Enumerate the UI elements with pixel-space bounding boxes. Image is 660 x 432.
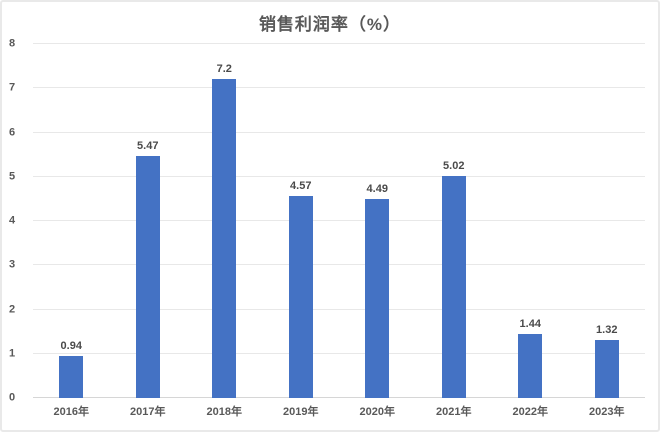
bar-group: 4.49 xyxy=(339,44,416,398)
chart-title: 销售利润率（%） xyxy=(258,15,402,34)
y-axis: 0 1 2 3 4 5 6 7 8 xyxy=(2,38,28,403)
bar xyxy=(441,175,466,398)
bar-series: 0.94 5.47 7.2 4.57 4.49 5.02 1.44 1.32 xyxy=(33,44,645,398)
y-tick-label: 7 xyxy=(9,81,16,94)
gridline xyxy=(33,397,645,398)
y-tick-label: 3 xyxy=(9,258,16,271)
x-tick-label: 2020年 xyxy=(359,406,395,418)
y-tick-label: 4 xyxy=(9,214,16,227)
bar-value-label: 7.2 xyxy=(216,63,232,76)
bar-group: 4.57 xyxy=(263,44,340,398)
y-tick-label: 2 xyxy=(9,303,16,315)
gridline xyxy=(33,220,645,221)
x-tick-label: 2017年 xyxy=(130,406,166,418)
bar-group: 5.02 xyxy=(416,44,493,398)
bar xyxy=(288,195,313,398)
bar xyxy=(594,339,619,398)
y-tick-label: 5 xyxy=(9,170,16,183)
gridline xyxy=(33,308,645,310)
bar-group: 7.2 xyxy=(186,44,263,398)
bar xyxy=(135,155,160,398)
bar xyxy=(518,334,543,398)
bar-group: 0.94 xyxy=(33,44,110,398)
gridline xyxy=(33,87,645,89)
x-tick-label: 2022年 xyxy=(512,406,548,418)
x-tick-label: 2021年 xyxy=(436,406,472,418)
gridline xyxy=(33,175,645,177)
y-tick-label: 6 xyxy=(9,126,16,138)
bar-group: 5.47 xyxy=(110,44,187,398)
plot-area: 0.94 5.47 7.2 4.57 4.49 5.02 1.44 1.32 xyxy=(33,43,645,398)
bar-value-label: 5.47 xyxy=(137,139,159,152)
gridline xyxy=(33,43,645,44)
bar-value-label: 5.02 xyxy=(443,159,465,172)
y-tick-label: 0 xyxy=(9,391,16,404)
bar-group: 1.44 xyxy=(492,44,569,398)
x-tick-label: 2018年 xyxy=(206,406,242,418)
x-tick-label: 2019年 xyxy=(283,406,319,418)
bar-value-label: 4.49 xyxy=(366,183,388,196)
gridline xyxy=(33,131,645,133)
bar-value-label: 1.44 xyxy=(519,318,541,331)
x-tick-label: 2023年 xyxy=(589,406,625,418)
bar-value-label: 0.94 xyxy=(60,340,82,353)
gridline xyxy=(33,264,645,266)
y-tick-label: 8 xyxy=(9,37,16,50)
x-tick-label: 2016年 xyxy=(53,406,89,418)
gridline xyxy=(33,352,645,354)
bar-value-label: 4.57 xyxy=(290,179,312,192)
y-tick-label: 1 xyxy=(9,347,16,360)
bar xyxy=(59,356,84,398)
x-axis: 2016年 2017年 2018年 2019年 2020年 2021年 2022年 2023年 xyxy=(33,403,645,419)
bar xyxy=(212,79,237,398)
bar-group: 1.32 xyxy=(569,44,646,398)
bar xyxy=(365,199,390,398)
bar-value-label: 1.32 xyxy=(596,323,618,336)
